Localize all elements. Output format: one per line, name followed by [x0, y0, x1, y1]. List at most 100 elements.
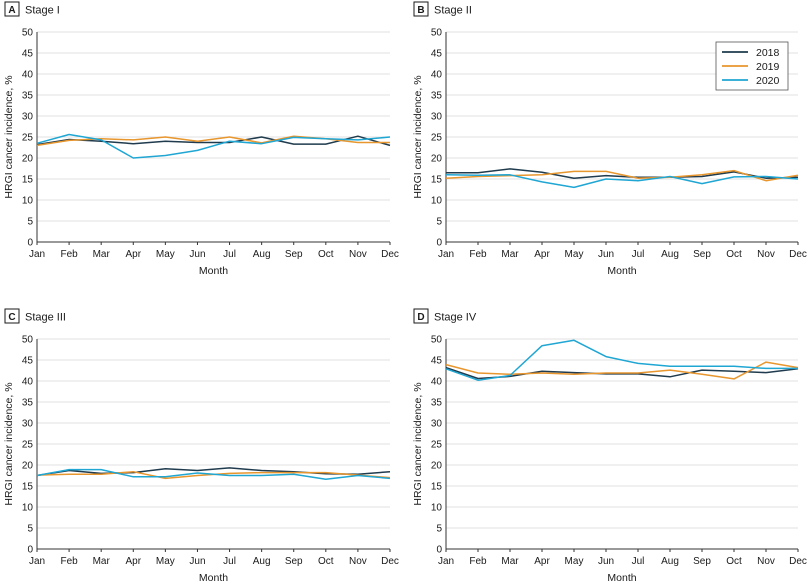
x-tick-label: Mar	[501, 556, 519, 567]
panel-letter-box	[413, 308, 429, 324]
x-tick-label: Dec	[381, 556, 399, 567]
x-tick-label: Oct	[726, 249, 742, 260]
y-tick-label: 15	[431, 482, 443, 493]
y-tick-label: 20	[22, 154, 34, 165]
y-tick-label: 30	[431, 419, 443, 430]
series-line-2018	[36, 135, 391, 147]
y-tick-label: 35	[431, 91, 443, 102]
y-tick-label: 20	[431, 461, 443, 472]
x-tick-label: Oct	[318, 249, 334, 260]
panel-a: A Stage I 0 5 10 15 20 25 30 35 40 45 50 Jan Feb Mar Apr…	[3, 1, 399, 277]
y-tick-label: 0	[436, 238, 442, 249]
x-tick-label: Nov	[349, 556, 367, 567]
y-tick-label: 35	[22, 398, 34, 409]
x-tick-label: Jan	[29, 249, 45, 260]
x-tick-label: May	[156, 556, 175, 567]
y-tick-label: 50	[431, 28, 443, 39]
y-tick-label: 25	[22, 133, 34, 144]
y-tick-label: 10	[22, 503, 34, 514]
x-tick-label: Feb	[60, 556, 78, 567]
y-tick-label: 40	[22, 377, 34, 388]
y-tick-label: 5	[436, 524, 442, 535]
panel-letter: D	[417, 312, 424, 323]
panel-title: Stage I	[25, 5, 60, 17]
x-tick-label: Dec	[789, 556, 807, 567]
panel-title: Stage IV	[434, 312, 477, 324]
y-tick-label: 50	[431, 335, 443, 346]
x-tick-label: Apr	[125, 249, 141, 260]
x-tick-label: Oct	[726, 556, 742, 567]
y-tick-label: 50	[22, 28, 34, 39]
x-tick-label: Nov	[757, 249, 775, 260]
x-tick-label: Jul	[223, 556, 236, 567]
legend-label-2020: 2020	[756, 75, 780, 87]
x-tick-label: Feb	[469, 556, 487, 567]
panel-title: Stage III	[25, 312, 66, 324]
y-tick-label: 25	[22, 440, 34, 451]
y-tick-label: 5	[27, 217, 33, 228]
y-tick-label: 15	[431, 175, 443, 186]
y-tick-label: 45	[22, 356, 34, 367]
y-tick-label: 0	[436, 545, 442, 556]
x-tick-label: May	[156, 249, 175, 260]
panel-c: C Stage III 0 5 10 15 20 25 30 35 40 45 50 Jan Feb Mar A…	[3, 308, 399, 584]
series-line-2020	[445, 174, 799, 189]
x-tick-label: Mar	[93, 556, 111, 567]
panel-d: D Stage IV 0 5 10 15 20 25 30 35 40 45 50 Jan Feb Mar Ap…	[412, 308, 807, 584]
series-line-2020	[445, 339, 798, 381]
panel-letter: A	[8, 5, 15, 16]
x-tick-label: Nov	[349, 249, 367, 260]
x-tick-label: Jul	[632, 556, 645, 567]
legend: 2018 2019 2020	[715, 41, 789, 91]
y-tick-label: 20	[431, 154, 443, 165]
x-tick-label: Jan	[438, 556, 454, 567]
y-tick-label: 40	[22, 70, 34, 81]
y-axis-title: HRGI cancer incidence, %	[3, 75, 15, 198]
x-tick-label: Sep	[285, 556, 303, 567]
y-tick-label: 45	[431, 356, 443, 367]
x-tick-label: Jun	[189, 556, 205, 567]
x-tick-label: Jun	[598, 249, 614, 260]
y-axis-title: HRGI cancer incidence, %	[412, 382, 424, 505]
y-tick-label: 15	[22, 175, 34, 186]
x-tick-label: Jul	[632, 249, 645, 260]
y-tick-label: 10	[22, 196, 34, 207]
y-tick-label: 5	[27, 524, 33, 535]
series-line-2018	[36, 467, 391, 477]
panel-letter-box	[413, 1, 429, 17]
x-axis-title: Month	[199, 265, 228, 277]
y-tick-label: 25	[431, 133, 443, 144]
series-line-2020	[36, 468, 391, 481]
x-tick-label: Aug	[661, 556, 679, 567]
x-tick-label: Nov	[757, 556, 775, 567]
y-tick-label: 15	[22, 482, 34, 493]
y-axis-title: HRGI cancer incidence, %	[412, 75, 424, 198]
y-tick-label: 5	[436, 217, 442, 228]
x-tick-label: Oct	[318, 556, 334, 567]
legend-label-2019: 2019	[756, 61, 780, 73]
x-tick-label: Dec	[381, 249, 399, 260]
panel-letter: C	[8, 312, 15, 323]
x-tick-label: Mar	[501, 249, 519, 260]
series-line-2019	[445, 169, 799, 182]
x-tick-label: Mar	[93, 249, 111, 260]
panel-letter-box	[4, 308, 20, 324]
panel-letter-box	[4, 1, 20, 17]
legend-label-2018: 2018	[756, 47, 780, 59]
x-tick-label: Jun	[598, 556, 614, 567]
x-tick-label: May	[565, 556, 584, 567]
x-tick-label: Dec	[789, 249, 807, 260]
x-tick-label: May	[565, 249, 584, 260]
y-tick-label: 10	[431, 196, 443, 207]
x-axis-title: Month	[199, 572, 228, 584]
x-axis-title: Month	[607, 265, 636, 277]
series-line-2019	[445, 361, 799, 380]
x-tick-label: Sep	[693, 556, 711, 567]
y-tick-label: 35	[22, 91, 34, 102]
y-tick-label: 40	[431, 70, 443, 81]
y-tick-label: 30	[431, 112, 443, 123]
y-tick-label: 35	[431, 398, 443, 409]
x-tick-label: Aug	[253, 556, 271, 567]
x-tick-label: Jan	[438, 249, 454, 260]
